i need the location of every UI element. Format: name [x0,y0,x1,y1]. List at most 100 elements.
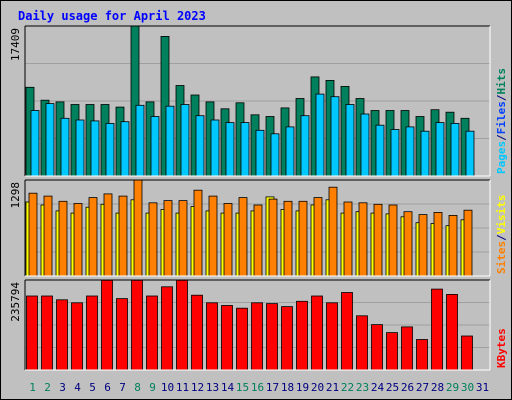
bar-pages-day-4 [75,119,85,177]
bar-sites-day-14 [223,203,233,277]
bar-pages-day-13 [210,119,220,177]
day-label: 27 [416,381,429,394]
day-label: 14 [221,381,235,394]
bar-sites-day-15 [238,197,248,277]
bar-kbytes-day-26 [401,326,413,371]
bar-kbytes-day-1 [26,295,38,371]
bar-sites-day-5 [88,197,98,277]
legend-item: Pages [495,141,508,174]
max-label-kbytes: 235794 [9,282,22,322]
day-label: 4 [74,381,81,394]
bar-pages-day-23 [360,113,370,177]
bar-pages-day-2 [45,103,55,177]
day-axis-labels: 1 2 3 4 5 6 7 8 9 10 11 12 13 14 15 16 17 18 19 20 21 22 23 24 2… [29,381,489,394]
day-label: 17 [266,381,279,394]
bar-sites-day-27 [418,214,428,277]
bar-sites-day-12 [193,189,203,277]
bar-pages-day-30 [465,130,475,177]
legend-item: KBytes [495,328,508,368]
bar-pages-day-25 [390,129,400,177]
bar-sites-day-2 [43,195,53,277]
day-label: 29 [446,381,459,394]
legend-item: / [495,134,508,141]
bar-kbytes-day-15 [236,307,248,371]
bar-kbytes-day-9 [146,295,158,371]
bar-kbytes-day-18 [281,306,293,371]
bar-pages-day-12 [195,115,205,177]
day-label: 10 [161,381,174,394]
bar-sites-day-29 [448,214,458,277]
legend-item: Visits [495,195,508,235]
day-label: 28 [431,381,444,394]
bar-pages-day-19 [300,115,310,177]
bar-kbytes-day-27 [416,339,428,371]
bar-sites-day-6 [103,193,113,277]
bar-kbytes-day-21 [326,302,338,371]
bar-kbytes-day-7 [116,298,128,371]
legend-visitors: Sites/Visits [495,195,508,275]
day-label: 5 [89,381,96,394]
bar-sites-day-28 [433,211,443,277]
bar-pages-day-5 [90,120,100,177]
day-label: 31 [476,381,489,394]
bar-pages-day-6 [105,123,115,177]
bar-sites-day-22 [343,201,353,277]
legend-kbytes: KBytes [495,328,508,368]
day-label: 12 [191,381,204,394]
bar-pages-day-3 [60,117,70,177]
bar-sites-day-20 [313,197,323,277]
max-label-visitors: 1298 [9,182,22,209]
bar-pages-day-11 [180,104,190,177]
legend-item: Hits [495,68,508,95]
day-label: 8 [134,381,141,394]
legend-item: Sites [495,241,508,274]
bar-pages-day-27 [420,130,430,177]
bar-pages-day-21 [330,96,340,177]
bar-sites-day-21 [328,186,338,277]
day-label: 19 [296,381,309,394]
day-label: 3 [59,381,66,394]
bar-kbytes-day-30 [461,335,473,371]
bar-kbytes-day-8 [131,279,143,371]
bar-pages-day-28 [435,122,445,177]
bar-pages-day-9 [150,116,160,177]
bar-sites-day-13 [208,195,218,277]
day-label: 30 [461,381,474,394]
bar-sites-day-24 [373,203,383,277]
day-label: 16 [251,381,264,394]
chart-panels: 17409Pages/Files/Hits1298Sites/Visits235… [9,25,508,371]
bar-kbytes-day-13 [206,302,218,371]
day-label: 2 [44,381,51,394]
bar-kbytes-day-22 [341,292,353,371]
day-label: 23 [356,381,369,394]
bar-kbytes-day-10 [161,286,173,371]
bar-kbytes-day-2 [41,295,53,371]
bar-pages-day-7 [120,121,130,177]
day-label: 7 [119,381,126,394]
bar-kbytes-day-3 [56,299,68,371]
day-label: 20 [311,381,324,394]
bar-kbytes-day-29 [446,293,458,371]
bar-kbytes-day-28 [431,288,443,371]
bar-sites-day-23 [358,202,368,277]
bar-kbytes-day-20 [311,295,323,371]
legend-traffic: Pages/Files/Hits [495,68,508,174]
bar-kbytes-day-25 [386,332,398,371]
day-label: 22 [341,381,354,394]
bar-pages-day-18 [285,126,295,177]
day-label: 1 [29,381,36,394]
panel-visitors: 1298 Sites/Visits [9,179,508,277]
bar-pages-day-1 [30,110,40,177]
bar-kbytes-day-24 [371,324,383,371]
panel-kbytes: 235794 KBytes [9,279,508,371]
bar-kbytes-day-17 [266,303,278,371]
day-label: 13 [206,381,219,394]
bar-sites-day-11 [178,200,188,277]
day-label: 9 [149,381,156,394]
day-label: 18 [281,381,294,394]
bar-pages-day-17 [270,133,280,177]
bar-kbytes-day-5 [86,295,98,371]
day-label: 25 [386,381,399,394]
bar-sites-day-1 [28,192,38,277]
